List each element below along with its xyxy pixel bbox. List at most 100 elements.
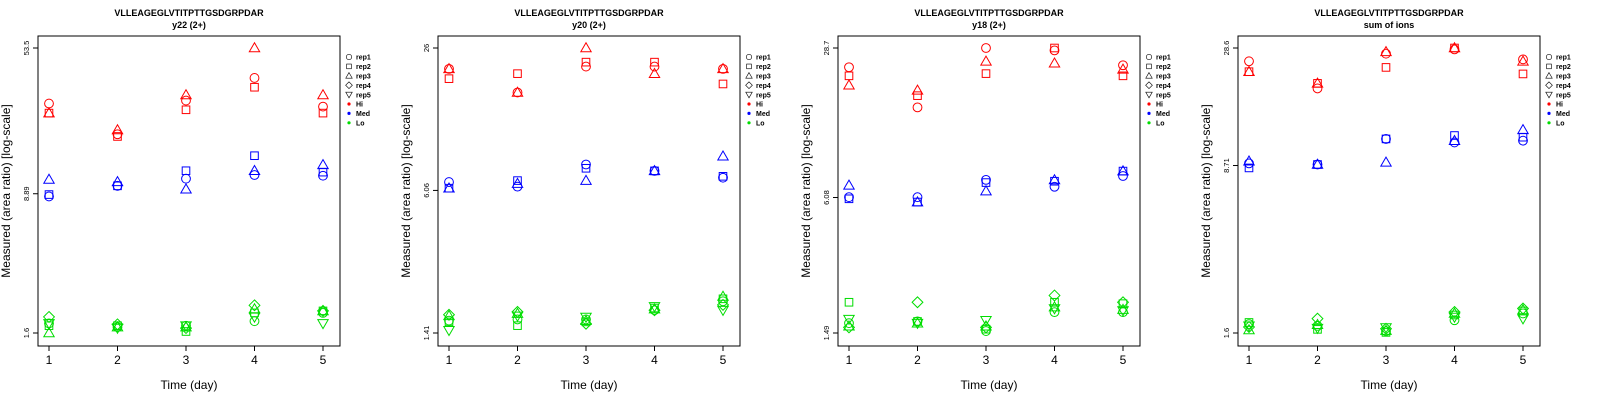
- data-point-hi-day2-rep3: [1311, 77, 1324, 88]
- data-point-lo-day5-rep4: [1116, 296, 1130, 309]
- legend-dot-lo: [1547, 121, 1551, 125]
- data-point-lo-day4-rep2: [1050, 297, 1059, 307]
- chart-subtitle: y20 (2+): [572, 20, 606, 30]
- legend-marker: [745, 53, 753, 61]
- y-axis-label: Measured (area ratio) [log-scale]: [1199, 104, 1213, 277]
- y-tick-label: 6.08: [822, 190, 831, 205]
- x-tick-label: 2: [1314, 353, 1321, 367]
- data-point-med-day1-rep1: [1244, 158, 1254, 169]
- data-point-lo-day2-rep5: [1311, 323, 1324, 335]
- data-point-med-day4-rep3: [1448, 134, 1461, 145]
- data-point-lo-day1-rep5: [42, 319, 56, 330]
- legend-label: rep2: [1556, 64, 1571, 71]
- data-point-lo-day1-rep3: [42, 326, 56, 338]
- data-point-med-day1-rep1: [844, 192, 854, 203]
- data-point-med-day5-rep3: [316, 158, 330, 170]
- data-point-lo-day1-rep5: [1242, 321, 1256, 333]
- legend-label: rep1: [1556, 55, 1571, 62]
- legend-dot-med: [347, 111, 351, 115]
- data-point-med-day5-rep1: [1118, 171, 1128, 181]
- legend-label: Lo: [1156, 121, 1165, 128]
- data-point-hi-day2-rep2: [913, 91, 922, 100]
- data-point-med-day3-rep1: [981, 174, 991, 185]
- data-point-hi-day5-rep1: [1118, 60, 1128, 71]
- data-point-lo-day1-rep1: [844, 318, 854, 329]
- data-point-lo-day4-rep4: [648, 304, 661, 317]
- legend-marker-rep3: [345, 71, 353, 79]
- data-point-hi-day5-rep3: [716, 62, 730, 74]
- data-point-lo-day4-rep1: [649, 305, 660, 316]
- data-point-lo-day1-rep5: [842, 314, 856, 326]
- data-point-lo-day4-rep5: [648, 302, 661, 313]
- data-point-hi-day3-rep1: [1381, 48, 1391, 59]
- chart-subtitle: y22 (2+): [172, 20, 206, 30]
- data-point-hi-day4-rep1: [1049, 45, 1060, 56]
- data-point-hi-day3-rep3: [1379, 45, 1393, 57]
- data-point-hi-day5-rep2: [318, 108, 328, 118]
- data-point-hi-day2-rep3: [111, 123, 124, 135]
- data-point-hi-day3-rep1: [981, 43, 991, 53]
- series-hi: [842, 43, 1130, 113]
- data-point-hi-day1-rep1: [1244, 56, 1254, 67]
- data-point-med-day1-rep3: [842, 179, 856, 190]
- legend-dot-med: [1547, 111, 1551, 115]
- data-point-med-day3-rep2: [581, 163, 591, 173]
- data-point-lo-day3-rep1: [981, 326, 991, 336]
- y-tick-label: 1.49: [822, 326, 831, 341]
- legend-marker: [1545, 71, 1553, 79]
- data-point-med-day1-rep3: [1242, 154, 1256, 166]
- legend-label: Hi: [756, 102, 763, 109]
- y-axis-label: Measured (area ratio) [log-scale]: [799, 104, 813, 277]
- data-point-lo-day3-rep4: [979, 321, 993, 334]
- data-point-hi-day5-rep3: [316, 88, 330, 100]
- data-point-hi-day1-rep3: [842, 79, 856, 90]
- data-point-lo-day3-rep2: [181, 327, 191, 336]
- legend-label: rep4: [1556, 83, 1571, 90]
- x-tick-label: 5: [1520, 353, 1527, 367]
- legend-label: rep5: [356, 92, 371, 99]
- data-point-lo-day4-rep4: [1048, 289, 1061, 302]
- series-hi: [442, 41, 730, 98]
- y-tick-label: 28.6: [1222, 41, 1231, 56]
- x-tick-label: 2: [514, 353, 521, 367]
- x-tick-label: 2: [114, 353, 121, 367]
- data-point-lo-day2-rep4: [511, 305, 524, 318]
- legend-label: rep1: [756, 55, 771, 62]
- data-point-hi-day2-rep1: [1312, 83, 1323, 94]
- legend-marker-rep1: [745, 53, 753, 61]
- data-point-lo-day5-rep3: [1116, 303, 1130, 314]
- legend-label: Med: [1556, 111, 1570, 118]
- data-point-med-day4-rep3: [1048, 173, 1061, 185]
- data-point-lo-day4-rep3: [648, 302, 661, 314]
- legend-marker: [1546, 63, 1552, 70]
- legend-label: Hi: [1156, 102, 1163, 109]
- data-point-med-day3-rep1: [581, 159, 591, 170]
- data-point-hi-day4-rep3: [1448, 41, 1461, 53]
- data-point-lo-day4-rep3: [1048, 300, 1061, 312]
- data-point-hi-day5-rep2: [718, 79, 728, 89]
- data-point-med-day4-rep3: [248, 164, 261, 176]
- data-point-lo-day2-rep3: [911, 316, 924, 328]
- chart-title: VLLEAGEGLVTITPTTGSDGRPDAR: [514, 8, 664, 18]
- data-point-med-day5-rep1: [318, 170, 328, 181]
- data-point-med-day1-rep2: [1244, 163, 1254, 173]
- legend-marker-rep5: [1145, 91, 1153, 99]
- y-axis-label: Measured (area ratio) [log-scale]: [399, 104, 413, 277]
- data-point-med-day5-rep1: [718, 172, 728, 183]
- data-point-med-day1-rep2: [44, 190, 54, 199]
- data-point-med-day3-rep3: [1379, 156, 1393, 167]
- data-point-hi-day4-rep3: [648, 67, 661, 78]
- data-point-hi-day5-rep2: [1118, 71, 1128, 81]
- legend-marker: [745, 91, 753, 99]
- data-point-hi-day2-rep1: [912, 102, 923, 113]
- legend-dot-lo: [347, 121, 351, 125]
- chart-title: VLLEAGEGLVTITPTTGSDGRPDAR: [1314, 8, 1464, 18]
- data-point-hi-day4-rep1: [649, 61, 660, 72]
- legend-marker: [1145, 91, 1153, 99]
- data-point-med-day2-rep3: [911, 195, 924, 207]
- x-axis-label: Time (day): [961, 378, 1018, 392]
- data-point-lo-day2-rep4: [911, 296, 924, 309]
- y-tick-label: 6.06: [422, 183, 431, 198]
- x-tick-label: 4: [651, 353, 658, 367]
- legend-dot-med: [1147, 111, 1151, 115]
